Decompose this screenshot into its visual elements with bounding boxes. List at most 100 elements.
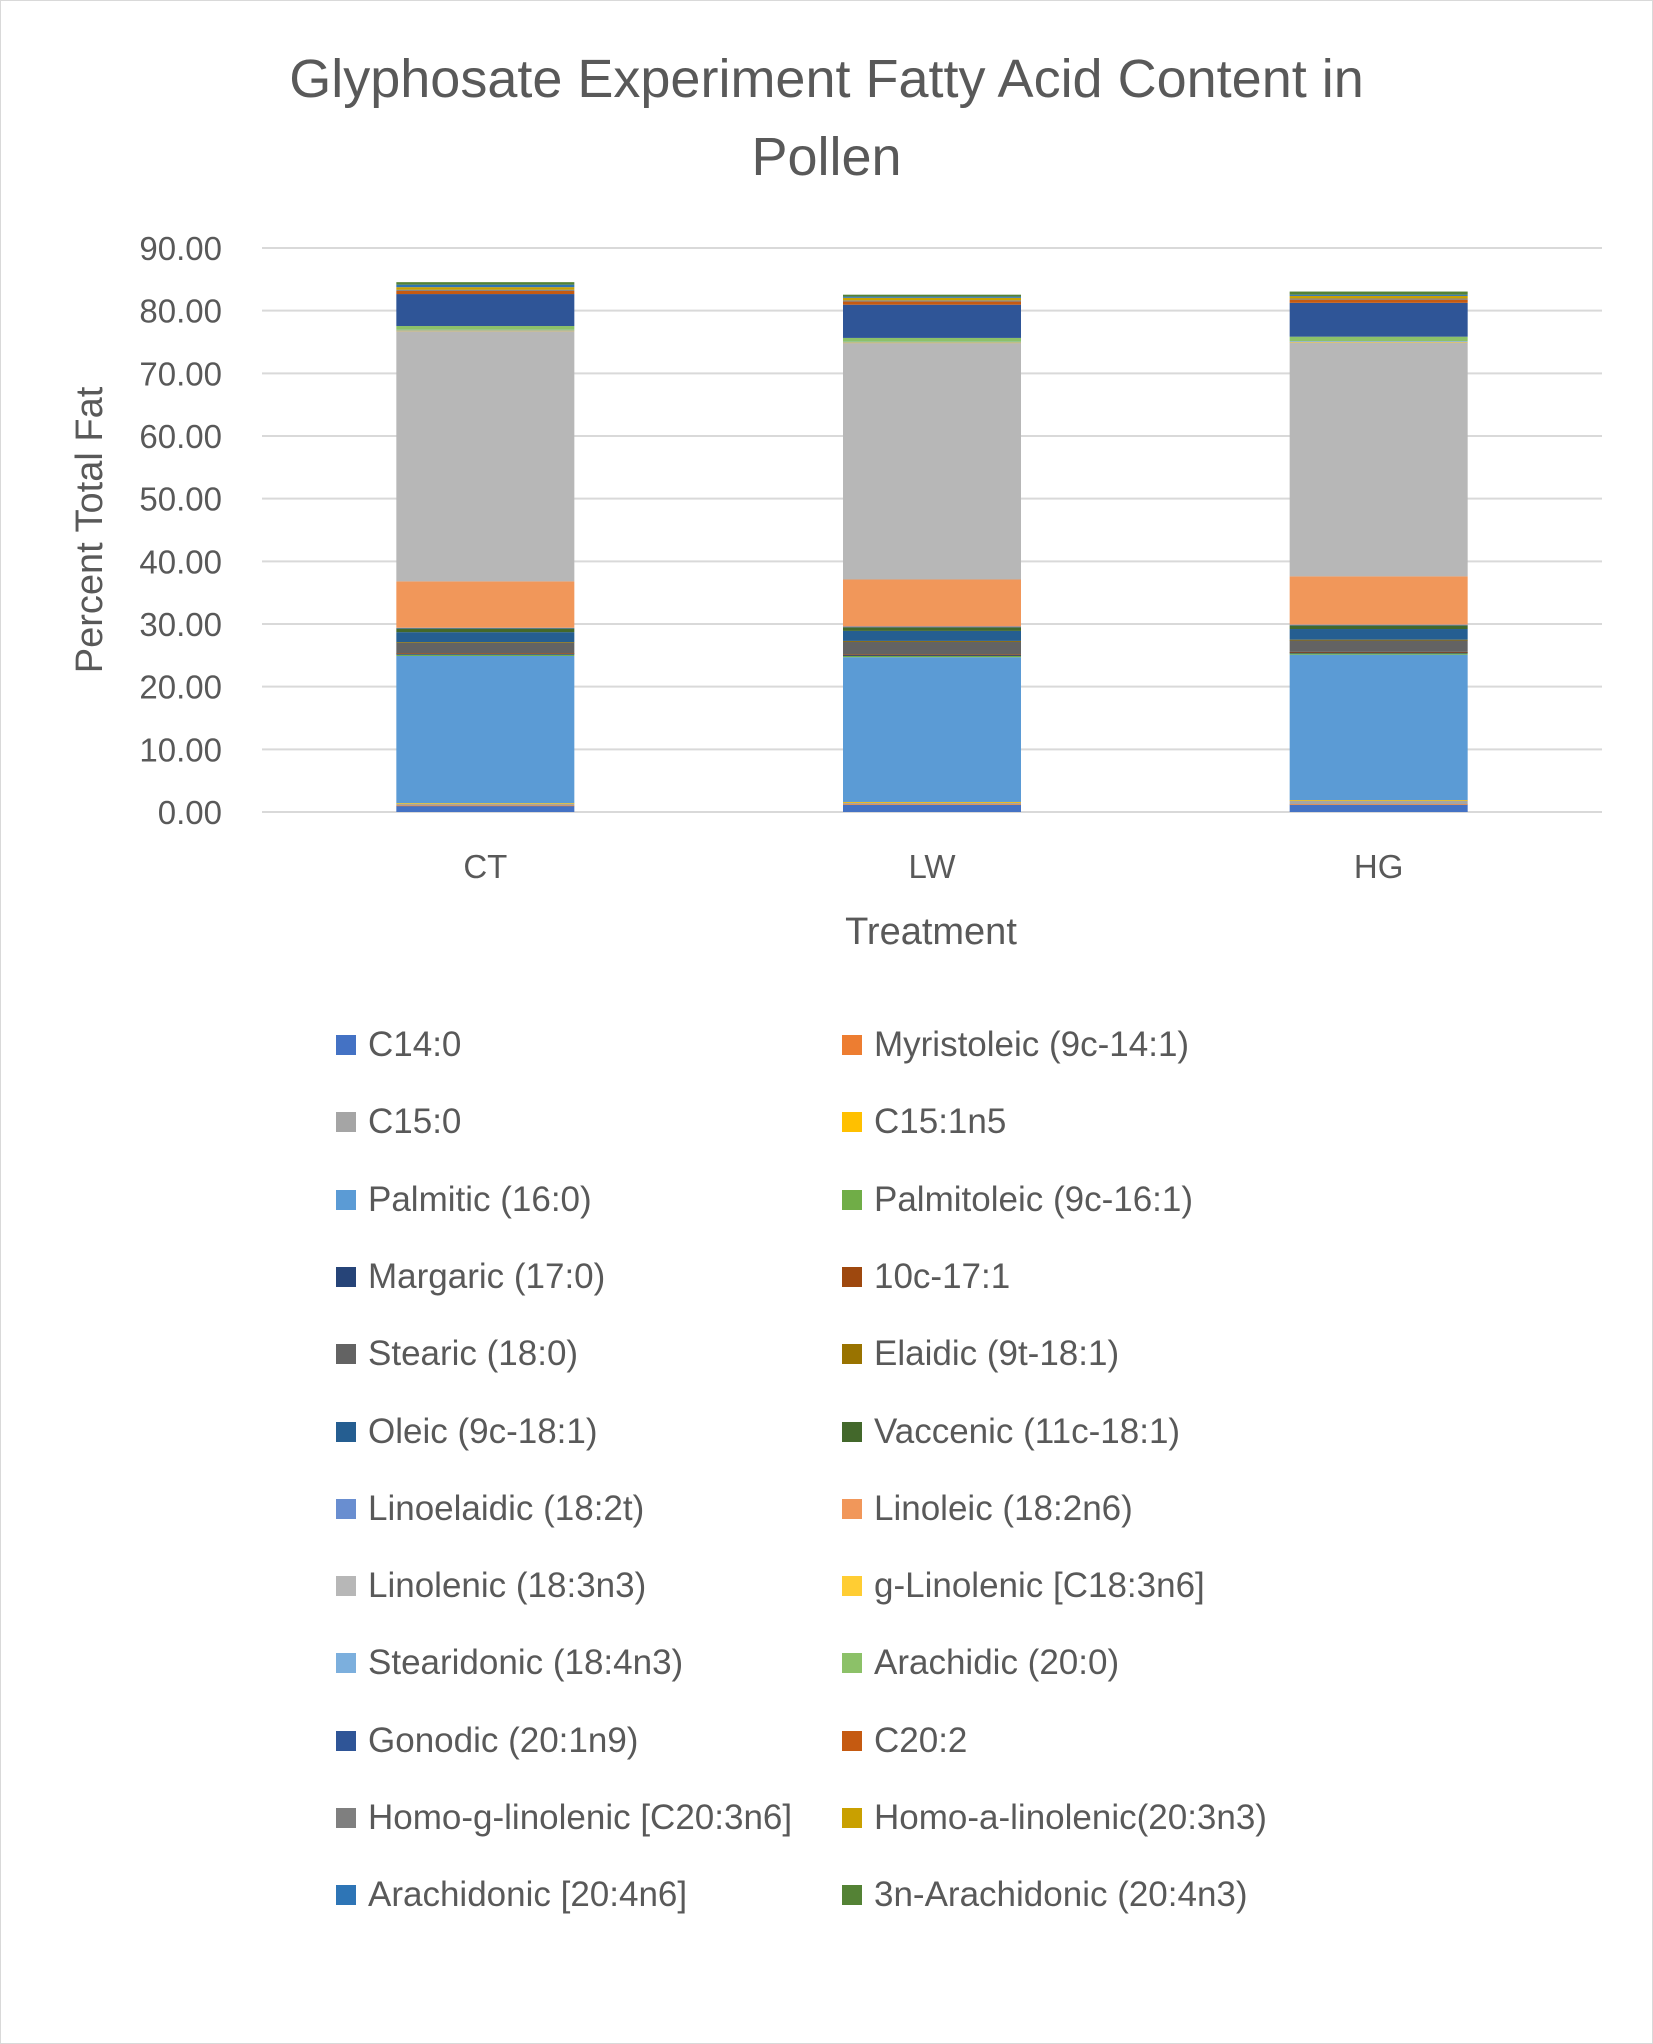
- legend-item[interactable]: 3n-Arachidonic (20:4n3): [842, 1870, 1248, 1920]
- bar-segment[interactable]: [396, 581, 575, 628]
- bar-segment[interactable]: [396, 287, 575, 290]
- bar-segment[interactable]: [1289, 294, 1468, 296]
- bar-segment[interactable]: [843, 579, 1021, 627]
- bar-segment[interactable]: [396, 803, 575, 806]
- bar-segment[interactable]: [396, 282, 575, 285]
- bar-segment[interactable]: [1289, 341, 1468, 342]
- legend-item[interactable]: Homo-g-linolenic [C20:3n6]: [336, 1793, 792, 1843]
- legend-item[interactable]: Linoleic (18:2n6): [842, 1484, 1133, 1534]
- legend-item[interactable]: Linolenic (18:3n3): [336, 1561, 646, 1611]
- legend: C14:0 Myristoleic (9c-14:1) C15:0 C15:1n5 Pa…: [336, 1020, 1386, 1950]
- bar-segment[interactable]: [843, 802, 1021, 805]
- legend-item[interactable]: Homo-a-linolenic(20:3n3): [842, 1793, 1267, 1843]
- legend-item[interactable]: Linoelaidic (18:2t): [336, 1484, 644, 1534]
- bar-segment[interactable]: [843, 297, 1021, 301]
- bar-segment[interactable]: [843, 804, 1021, 805]
- legend-item[interactable]: Gonodic (20:1n9): [336, 1716, 638, 1766]
- bar-segment[interactable]: [396, 803, 575, 805]
- bar-segment[interactable]: [843, 804, 1021, 812]
- legend-swatch: [842, 1730, 862, 1751]
- bar-segment[interactable]: [396, 642, 575, 654]
- bar-segment[interactable]: [1289, 654, 1468, 801]
- bar-segment[interactable]: [1289, 625, 1468, 630]
- legend-item[interactable]: Stearic (18:0): [336, 1329, 578, 1379]
- legend-item[interactable]: C15:1n5: [842, 1097, 1006, 1147]
- bar-segment[interactable]: [396, 627, 575, 629]
- bar-segment[interactable]: [843, 654, 1021, 656]
- legend-item[interactable]: Palmitic (16:0): [336, 1175, 592, 1225]
- bar-segment[interactable]: [843, 630, 1021, 641]
- bar-segment[interactable]: [396, 294, 575, 327]
- bar-segment[interactable]: [843, 640, 1021, 642]
- bar-segment[interactable]: [396, 653, 575, 654]
- bar-segment[interactable]: [1289, 298, 1468, 300]
- bar-segment[interactable]: [843, 801, 1021, 803]
- bar-segment[interactable]: [1289, 639, 1468, 641]
- bar-segment[interactable]: [396, 330, 575, 582]
- bar-segment[interactable]: [1289, 800, 1468, 805]
- bar-segment[interactable]: [843, 337, 1021, 342]
- legend-item[interactable]: Elaidic (9t-18:1): [842, 1329, 1119, 1379]
- bar-segment[interactable]: [396, 628, 575, 633]
- bar-segment[interactable]: [1289, 651, 1468, 653]
- bar-segment[interactable]: [396, 655, 575, 804]
- legend-item[interactable]: Stearidonic (18:4n3): [336, 1638, 683, 1688]
- legend-item[interactable]: C20:2: [842, 1716, 967, 1766]
- bar-segment[interactable]: [1289, 652, 1468, 654]
- bar-segment[interactable]: [843, 626, 1021, 628]
- bar-segment[interactable]: [843, 655, 1021, 658]
- bar-segment[interactable]: [396, 654, 575, 656]
- bar-segment[interactable]: [1289, 302, 1468, 337]
- bar-segment[interactable]: [396, 289, 575, 291]
- bar-segment[interactable]: [843, 294, 1021, 297]
- bar-segment[interactable]: [396, 653, 575, 655]
- bar-segment[interactable]: [396, 329, 575, 331]
- bar-segment[interactable]: [396, 632, 575, 643]
- legend-item[interactable]: C15:0: [336, 1097, 461, 1147]
- bar-segment[interactable]: [1289, 653, 1468, 655]
- legend-item[interactable]: Myristoleic (9c-14:1): [842, 1020, 1189, 1070]
- bar-segment[interactable]: [396, 290, 575, 295]
- bar-segment[interactable]: [396, 805, 575, 807]
- bar-segment[interactable]: [843, 301, 1021, 305]
- legend-item[interactable]: Margaric (17:0): [336, 1252, 605, 1302]
- bar-segment[interactable]: [1289, 336, 1468, 342]
- legend-item[interactable]: g-Linolenic [C18:3n6]: [842, 1561, 1205, 1611]
- bar-segment[interactable]: [396, 330, 575, 332]
- legend-item[interactable]: C14:0: [336, 1020, 461, 1070]
- bar-segment[interactable]: [843, 341, 1021, 343]
- bar-segment[interactable]: [843, 304, 1021, 338]
- bar-segment[interactable]: [1289, 800, 1468, 801]
- bar-segment[interactable]: [1289, 624, 1468, 626]
- bar-segment[interactable]: [396, 326, 575, 330]
- legend-swatch: [842, 1035, 862, 1055]
- legend-label: 3n-Arachidonic (20:4n3): [874, 1875, 1248, 1915]
- bar-segment[interactable]: [1289, 639, 1468, 652]
- legend-item[interactable]: Vaccenic (11c-18:1): [842, 1407, 1180, 1457]
- legend-item[interactable]: Oleic (9c-18:1): [336, 1407, 598, 1457]
- bar-segment[interactable]: [843, 300, 1021, 302]
- bar-segment[interactable]: [1289, 291, 1468, 295]
- bar-segment[interactable]: [396, 284, 575, 288]
- bar-segment[interactable]: [1289, 576, 1468, 625]
- legend-item[interactable]: Palmitoleic (9c-16:1): [842, 1175, 1193, 1225]
- bar-segment[interactable]: [843, 296, 1021, 298]
- bar-segment[interactable]: [843, 641, 1021, 655]
- bar-segment[interactable]: [1289, 295, 1468, 299]
- bar-segment[interactable]: [1289, 342, 1468, 577]
- bar-segment[interactable]: [843, 654, 1021, 656]
- bar-segment[interactable]: [843, 627, 1021, 631]
- legend-item[interactable]: Arachidic (20:0): [842, 1638, 1119, 1688]
- bar-segment[interactable]: [843, 342, 1021, 344]
- legend-item[interactable]: 10c-17:1: [842, 1252, 1010, 1302]
- bar-segment[interactable]: [843, 342, 1021, 580]
- bar-segment[interactable]: [1289, 629, 1468, 640]
- bar-segment[interactable]: [396, 805, 575, 812]
- bar-segment[interactable]: [396, 642, 575, 643]
- bar-segment[interactable]: [1289, 341, 1468, 343]
- bar-segment[interactable]: [1289, 804, 1468, 812]
- bar-segment[interactable]: [1289, 804, 1468, 805]
- legend-item[interactable]: Arachidonic [20:4n6]: [336, 1870, 687, 1920]
- bar-segment[interactable]: [1289, 299, 1468, 303]
- bar-segment[interactable]: [843, 657, 1021, 802]
